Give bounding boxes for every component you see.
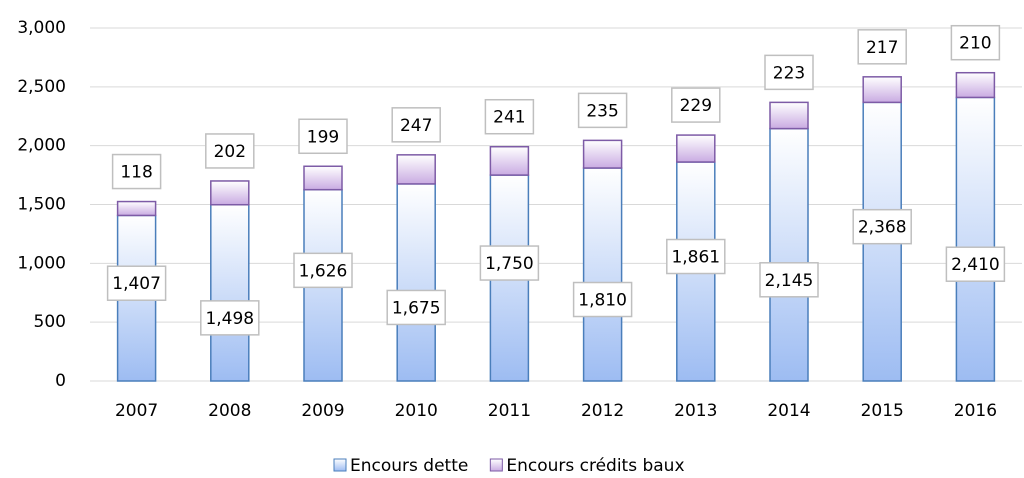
- legend-swatch: [333, 458, 347, 472]
- bar-segment: [582, 167, 623, 382]
- data-label-box: [666, 238, 726, 275]
- bar-segment: [489, 145, 530, 176]
- data-label: 2,368: [858, 218, 907, 238]
- data-label: 118: [120, 163, 152, 183]
- data-label: 229: [680, 96, 712, 116]
- legend-label: Encours crédits baux: [506, 456, 684, 476]
- data-label-box: [950, 24, 1001, 61]
- data-label-box: [106, 265, 167, 301]
- x-tick-label: 2007: [115, 401, 158, 421]
- data-label: 223: [773, 63, 805, 83]
- bar-segment: [769, 101, 809, 130]
- data-label-box: [479, 245, 540, 281]
- data-label: 1,407: [112, 274, 161, 294]
- x-tick-label: 2016: [954, 401, 997, 421]
- y-tick-label: 2,500: [17, 77, 66, 97]
- data-label-box: [391, 107, 441, 143]
- y-tick-label: 500: [34, 312, 66, 332]
- x-tick-label: 2013: [674, 401, 717, 421]
- bar-segment: [769, 127, 809, 382]
- bar-segment: [210, 203, 250, 382]
- bar-segment: [396, 154, 436, 185]
- data-label: 199: [307, 127, 339, 147]
- data-label: 2,410: [951, 255, 1000, 275]
- data-label: 210: [959, 34, 991, 54]
- data-label: 241: [493, 108, 525, 128]
- data-label: 1,750: [485, 254, 534, 274]
- data-label-box: [945, 246, 1006, 282]
- data-label: 1,626: [299, 261, 348, 281]
- y-tick-label: 3,000: [17, 18, 66, 38]
- y-tick-label: 0: [55, 371, 66, 391]
- bar-segment: [582, 139, 623, 169]
- data-label-box: [764, 54, 814, 91]
- data-label-box: [671, 87, 721, 123]
- y-tick-label: 1,500: [17, 195, 66, 215]
- data-label-box: [484, 98, 535, 135]
- x-tick-label: 2011: [488, 401, 531, 421]
- x-tick-label: 2010: [395, 401, 438, 421]
- bar-segment: [955, 96, 996, 382]
- bar-segment: [955, 71, 996, 99]
- x-tick-label: 2008: [208, 401, 251, 421]
- data-label-box: [852, 208, 912, 245]
- data-label: 247: [400, 116, 432, 136]
- y-tick-label: 2,000: [17, 136, 66, 156]
- data-label: 2,145: [765, 271, 814, 291]
- x-tick-label: 2015: [861, 401, 904, 421]
- bar-segment: [210, 180, 250, 206]
- data-label: 1,810: [578, 291, 627, 311]
- data-label: 1,861: [671, 248, 720, 268]
- x-tick-label: 2012: [581, 401, 624, 421]
- data-label-box: [386, 289, 446, 326]
- data-label: 235: [586, 101, 618, 121]
- x-tick-label: 2014: [767, 401, 810, 421]
- data-label-box: [572, 281, 633, 318]
- data-label-box: [111, 153, 162, 190]
- bar-segment: [116, 200, 157, 217]
- bar-segment: [676, 134, 716, 163]
- bar-segment: [862, 76, 902, 104]
- data-label-box: [577, 92, 628, 129]
- bar-segment: [396, 183, 436, 382]
- bar-segment: [303, 165, 343, 191]
- x-tick-label: 2009: [301, 401, 344, 421]
- data-label: 1,675: [392, 298, 441, 318]
- y-tick-label: 1,000: [17, 253, 66, 273]
- data-label-box: [759, 262, 819, 298]
- legend-swatch: [489, 458, 503, 472]
- data-label-box: [205, 133, 255, 169]
- data-label-box: [298, 118, 348, 155]
- data-label-box: [293, 252, 353, 289]
- data-label-box: [200, 300, 260, 336]
- legend-label: Encours dette: [350, 456, 468, 476]
- data-label-box: [857, 29, 907, 65]
- data-label: 202: [214, 142, 246, 162]
- data-label: 1,498: [205, 309, 254, 329]
- data-label: 217: [866, 38, 898, 58]
